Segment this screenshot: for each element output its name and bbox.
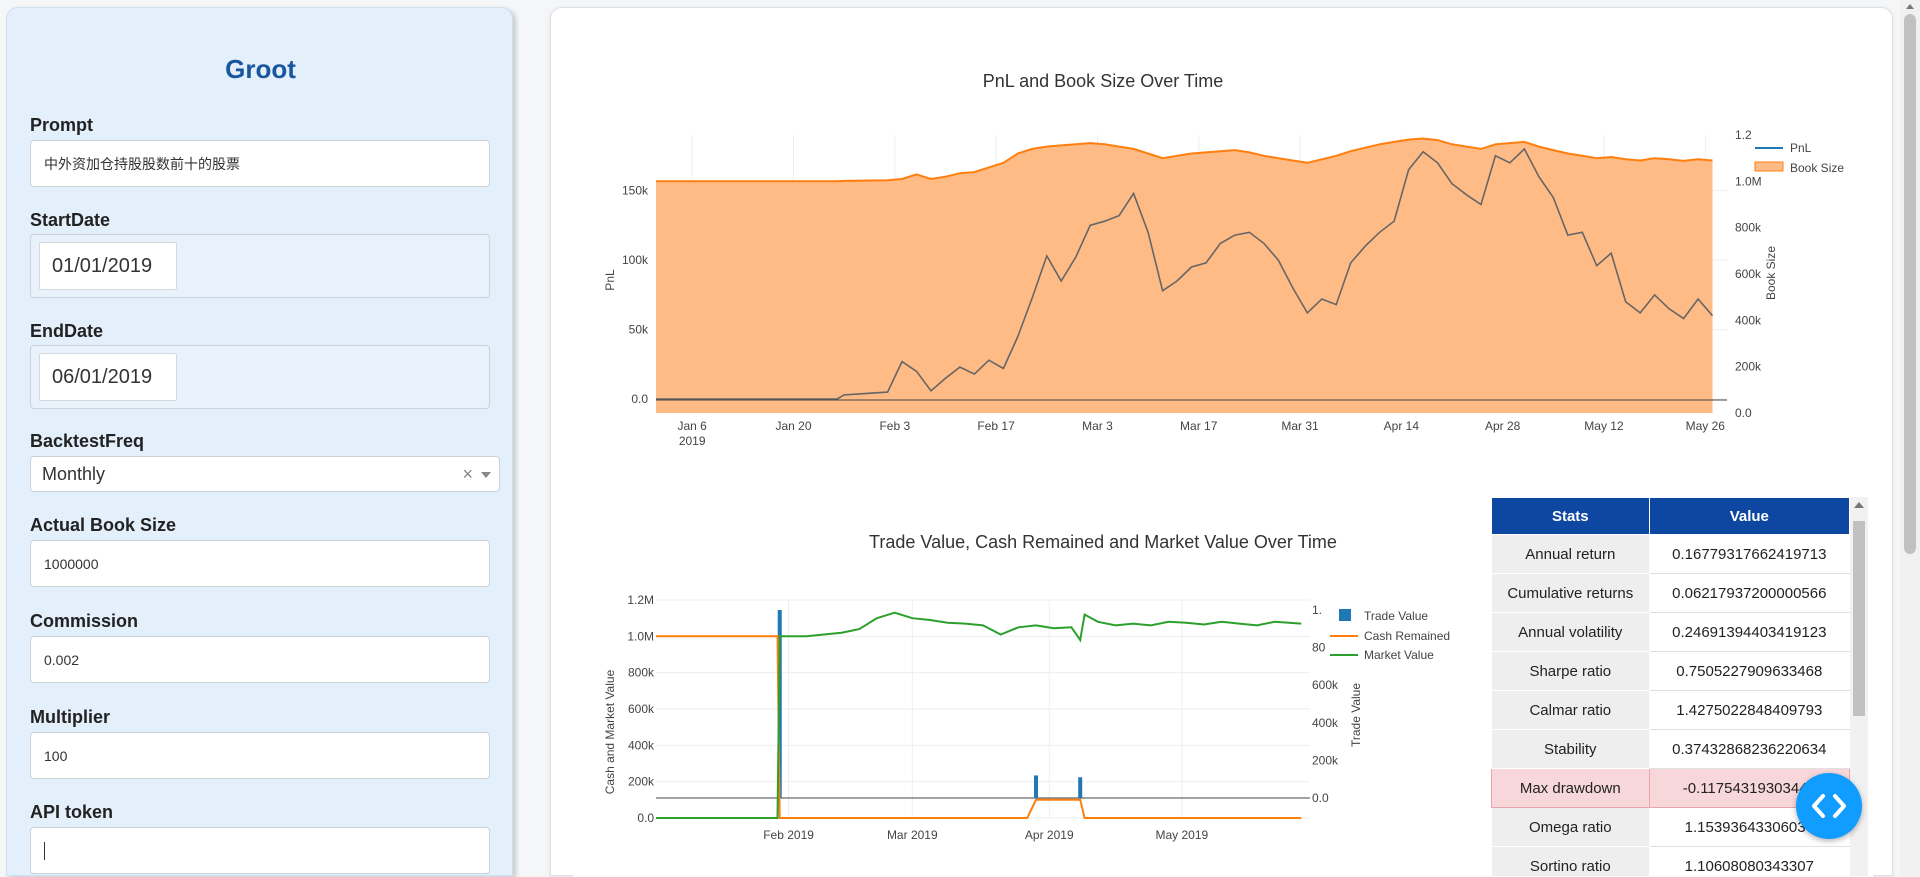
backtest-freq-select[interactable]: Monthly × [30, 456, 500, 492]
close-icon[interactable]: × [462, 464, 473, 484]
stats-table: Stats Value Annual return 0.167793176624… [1491, 497, 1851, 876]
chevron-down-icon[interactable] [481, 472, 491, 478]
window-scroll-thumb[interactable] [1904, 14, 1916, 554]
stat-name: Annual return [1491, 534, 1650, 574]
api-token-label: API token [30, 802, 114, 822]
stats-row: Stability 0.37432868236220634 [1491, 729, 1851, 769]
stats-table-container: Stats Value Annual return 0.167793176624… [1491, 497, 1871, 876]
stat-value: 0.7505227909633468 [1648, 651, 1851, 691]
pnl-chart-title: PnL and Book Size Over Time [982, 71, 1224, 91]
book-size-input[interactable]: 1000000 [30, 540, 490, 587]
stat-value: 1.4275022848409793 [1648, 690, 1851, 730]
end-date-input[interactable]: 06/01/2019 [39, 353, 177, 401]
scroll-up-icon[interactable] [1906, 4, 1914, 9]
stat-name: Omega ratio [1491, 807, 1650, 847]
stat-name: Annual volatility [1491, 612, 1650, 652]
commission-label: Commission [30, 611, 139, 631]
end-date-label: EndDate [30, 321, 104, 341]
backtest-freq-label: BacktestFreq [30, 431, 145, 451]
text-cursor [44, 841, 45, 860]
commission-input[interactable]: 0.002 [30, 636, 490, 683]
window-scrollbar[interactable] [1900, 0, 1920, 876]
app-title: Groot [225, 54, 296, 84]
prompt-label: Prompt [30, 115, 93, 135]
stats-header-value: Value [1648, 497, 1851, 535]
stat-value: 1.10608080343307 [1648, 846, 1851, 876]
stats-row: Annual return 0.16779317662419713 [1491, 534, 1851, 574]
sidebar: Groot Prompt 中外资加仓持股股数前十的股票 StartDate 01… [6, 7, 513, 876]
scroll-up-icon[interactable] [1854, 502, 1864, 508]
stat-name: Cumulative returns [1491, 573, 1650, 613]
stat-name: Stability [1491, 729, 1650, 769]
stats-row: Sharpe ratio 0.7505227909633468 [1491, 651, 1851, 691]
stats-row: Omega ratio 1.15393643306037 [1491, 807, 1851, 847]
stat-value: 0.16779317662419713 [1648, 534, 1851, 574]
stats-row: Cumulative returns 0.06217937200000566 [1491, 573, 1851, 613]
stats-row: Annual volatility 0.24691394403419123 [1491, 612, 1851, 652]
code-toggle-button[interactable] [1796, 773, 1862, 839]
stat-name: Max drawdown [1491, 768, 1650, 808]
stats-row: Calmar ratio 1.4275022848409793 [1491, 690, 1851, 730]
stats-header-name: Stats [1491, 497, 1650, 535]
stats-row: Sortino ratio 1.10608080343307 [1491, 846, 1851, 876]
stat-name: Calmar ratio [1491, 690, 1650, 730]
stat-value: 0.24691394403419123 [1648, 612, 1851, 652]
trade-chart-title: Trade Value, Cash Remained and Market Va… [869, 532, 1337, 552]
start-date-label: StartDate [30, 210, 111, 230]
start-date-input[interactable]: 01/01/2019 [39, 242, 177, 290]
stat-value: 0.06217937200000566 [1648, 573, 1851, 613]
book-size-label: Actual Book Size [30, 515, 177, 535]
prompt-input[interactable]: 中外资加仓持股股数前十的股票 [30, 140, 490, 187]
stat-name: Sharpe ratio [1491, 651, 1650, 691]
backtest-freq-value: Monthly [42, 463, 106, 484]
stat-value: 0.37432868236220634 [1648, 729, 1851, 769]
api-token-input[interactable] [30, 827, 490, 874]
stats-scroll-thumb[interactable] [1853, 521, 1865, 716]
end-date-container: 06/01/2019 [30, 345, 490, 409]
multiplier-label: Multiplier [30, 707, 110, 727]
multiplier-input[interactable]: 100 [30, 732, 490, 779]
stat-name: Sortino ratio [1491, 846, 1650, 876]
start-date-container: 01/01/2019 [30, 234, 490, 298]
code-brackets-icon [1812, 794, 1846, 818]
stats-scrollbar[interactable] [1850, 497, 1868, 876]
